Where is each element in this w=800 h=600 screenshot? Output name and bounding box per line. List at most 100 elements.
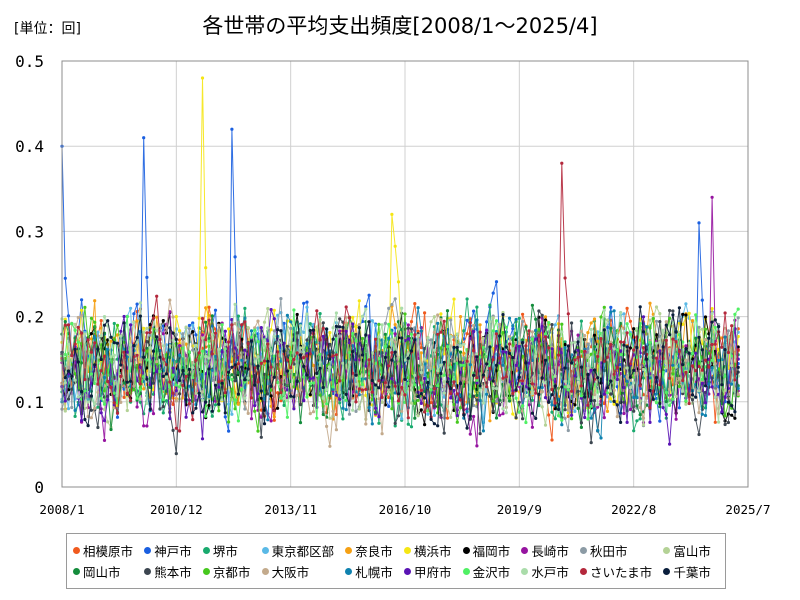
data-point [168, 326, 172, 330]
data-point [511, 391, 515, 396]
data-point [279, 297, 283, 301]
data-point [674, 330, 678, 334]
data-point [442, 373, 446, 377]
data-point [230, 373, 234, 377]
data-point [717, 420, 721, 424]
legend-label: 札幌市 [355, 565, 393, 580]
legend-item[interactable]: 東京都区部 [261, 541, 343, 560]
legend-item[interactable]: 岡山市 [73, 562, 141, 581]
data-point [200, 336, 205, 340]
data-point [102, 323, 107, 327]
data-point [413, 383, 417, 387]
data-point [654, 375, 659, 380]
data-point [200, 437, 205, 441]
data-point [318, 322, 322, 326]
legend-item[interactable]: 奈良市 [345, 541, 401, 560]
data-point [641, 423, 646, 427]
data-point [491, 409, 495, 413]
legend-item[interactable]: 大阪市 [261, 562, 343, 581]
legend-item[interactable]: 富山市 [663, 541, 719, 560]
data-point [530, 330, 535, 334]
data-point [246, 367, 250, 371]
data-point [609, 305, 613, 309]
data-point [537, 333, 541, 337]
data-point [635, 396, 639, 400]
data-point [230, 323, 234, 327]
data-point [449, 386, 453, 391]
data-point [390, 212, 394, 216]
data-point [429, 338, 433, 342]
data-point [256, 364, 260, 368]
data-point [266, 359, 270, 363]
legend-item[interactable]: 福岡市 [462, 541, 519, 560]
data-point [563, 408, 567, 412]
data-point [233, 255, 237, 259]
data-point [374, 394, 378, 398]
data-point [423, 357, 427, 361]
data-point [599, 394, 603, 399]
data-point [354, 339, 358, 343]
data-point [472, 373, 476, 377]
legend-marker-icon [521, 568, 529, 575]
legend-item[interactable]: 長崎市 [521, 541, 577, 560]
data-point [524, 325, 528, 329]
data-point [262, 320, 267, 324]
data-point [717, 358, 721, 362]
legend-item[interactable]: 神戸市 [144, 541, 200, 560]
data-point [331, 351, 335, 355]
legend-label: 熊本市 [154, 565, 192, 580]
data-point [599, 315, 603, 319]
data-point [145, 401, 149, 405]
data-point [684, 313, 688, 317]
data-point [720, 410, 724, 414]
legend-item[interactable]: 相模原市 [73, 541, 141, 560]
legend-item[interactable]: 堺市 [202, 541, 259, 560]
legend-item[interactable]: 横浜市 [403, 541, 460, 560]
legend-item[interactable]: 札幌市 [345, 562, 401, 581]
data-point [632, 348, 636, 352]
data-point [132, 312, 136, 316]
data-point [612, 372, 616, 376]
data-point [89, 372, 93, 376]
data-point [413, 401, 417, 405]
data-point [230, 365, 234, 369]
legend-item[interactable]: 秋田市 [580, 541, 660, 560]
data-point [119, 363, 123, 367]
data-point [589, 441, 593, 445]
legend-item[interactable]: 水戸市 [521, 562, 577, 581]
data-point [347, 360, 352, 364]
legend-item[interactable]: さいたま市 [580, 562, 660, 581]
data-point [256, 380, 260, 384]
legend-label: 長崎市 [531, 544, 569, 559]
legend-item[interactable]: 熊本市 [144, 562, 200, 581]
legend-item[interactable]: 甲府市 [403, 562, 460, 581]
data-point [338, 325, 342, 329]
legend-item[interactable]: 千葉市 [663, 562, 719, 581]
data-point [171, 366, 175, 370]
data-point [452, 335, 456, 339]
data-point [377, 335, 381, 339]
data-point [230, 412, 234, 416]
x-tick-label: 2008/1 [39, 502, 84, 517]
data-point [86, 338, 90, 342]
data-point [416, 398, 420, 402]
data-point [272, 409, 276, 413]
data-point [530, 425, 535, 429]
data-point [579, 384, 584, 388]
data-point [710, 307, 714, 311]
data-point [321, 321, 325, 325]
data-point [423, 396, 427, 400]
data-point [462, 351, 466, 355]
y-tick-label: 0.2 [15, 308, 44, 327]
data-point [432, 422, 436, 426]
data-point [125, 391, 129, 395]
data-point [207, 403, 211, 407]
data-point [677, 384, 682, 389]
data-point [726, 350, 731, 355]
legend-item[interactable]: 金沢市 [462, 562, 519, 581]
data-point [524, 344, 528, 348]
data-point [605, 344, 610, 348]
data-point [654, 401, 659, 405]
legend-marker-icon [345, 568, 353, 575]
legend-item[interactable]: 京都市 [202, 562, 259, 581]
